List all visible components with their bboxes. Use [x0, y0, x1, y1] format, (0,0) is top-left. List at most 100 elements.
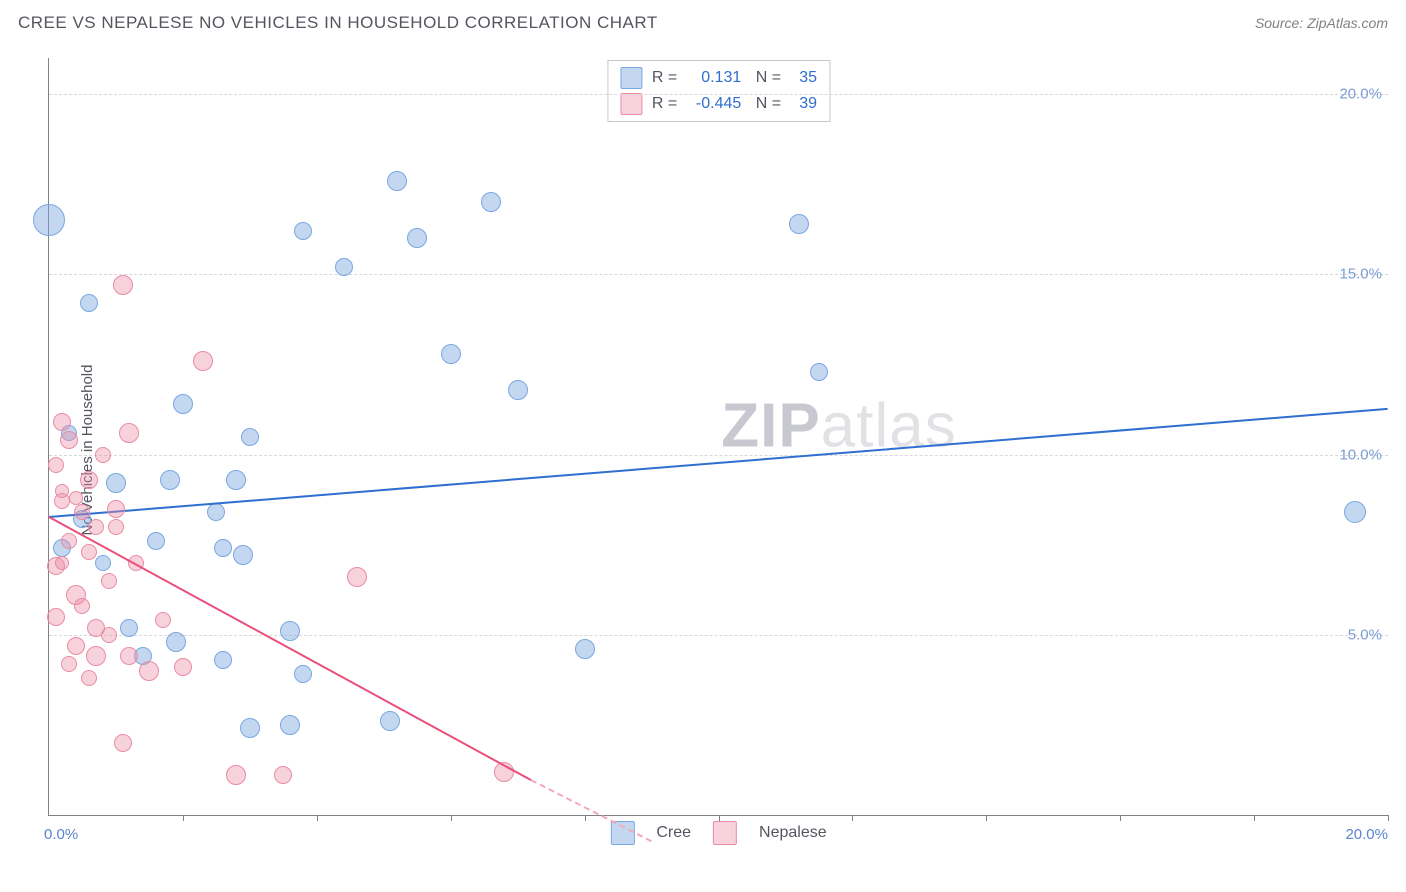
data-point: [86, 646, 106, 666]
x-tick: [986, 815, 987, 821]
data-point: [226, 765, 246, 785]
data-point: [80, 471, 98, 489]
data-point: [241, 428, 259, 446]
gridline: [49, 635, 1388, 636]
chart-header: CREE VS NEPALESE NO VEHICLES IN HOUSEHOL…: [0, 0, 1406, 46]
chart-wrap: No Vehicles in Household ZIPatlas R = 0.…: [0, 46, 1406, 854]
nepalese-swatch-icon: [713, 821, 737, 845]
data-point: [294, 665, 312, 683]
data-point: [33, 204, 65, 236]
data-point: [67, 637, 85, 655]
data-point: [53, 413, 71, 431]
data-point: [101, 627, 117, 643]
y-tick-label: 5.0%: [1348, 626, 1382, 643]
data-point: [335, 258, 353, 276]
data-point: [119, 423, 139, 443]
data-point: [108, 519, 124, 535]
data-point: [166, 632, 186, 652]
data-point: [508, 380, 528, 400]
series-legend: Cree Nepalese: [610, 821, 826, 845]
data-point: [226, 470, 246, 490]
x-tick: [317, 815, 318, 821]
data-point: [55, 484, 69, 498]
data-point: [47, 608, 65, 626]
data-point: [95, 555, 111, 571]
n-value-nepalese: 39: [791, 95, 817, 113]
data-point: [173, 394, 193, 414]
data-point: [280, 621, 300, 641]
data-point: [120, 647, 138, 665]
data-point: [214, 539, 232, 557]
data-point: [280, 715, 300, 735]
data-point: [74, 598, 90, 614]
gridline: [49, 94, 1388, 95]
data-point: [107, 500, 125, 518]
data-point: [441, 344, 461, 364]
data-point: [174, 658, 192, 676]
data-point: [214, 651, 232, 669]
r-label: R =: [652, 95, 677, 113]
source-label: Source: ZipAtlas.com: [1255, 15, 1388, 31]
data-point: [810, 363, 828, 381]
data-point: [113, 275, 133, 295]
data-point: [274, 766, 292, 784]
y-tick-label: 10.0%: [1339, 446, 1382, 463]
data-point: [74, 504, 90, 520]
x-tick: [1388, 815, 1389, 821]
r-value-nepalese: -0.445: [687, 95, 741, 113]
data-point: [207, 503, 225, 521]
data-point: [160, 470, 180, 490]
data-point: [61, 656, 77, 672]
x-tick: [1120, 815, 1121, 821]
n-value-cree: 35: [791, 69, 817, 87]
trend-line: [531, 779, 652, 842]
data-point: [481, 192, 501, 212]
data-point: [347, 567, 367, 587]
data-point: [48, 457, 64, 473]
data-point: [233, 545, 253, 565]
y-tick-label: 15.0%: [1339, 266, 1382, 283]
y-tick-label: 20.0%: [1339, 86, 1382, 103]
n-label: N =: [751, 95, 781, 113]
x-tick: [719, 815, 720, 821]
data-point: [789, 214, 809, 234]
correlation-stats-box: R = 0.131 N = 35 R = -0.445 N = 39: [607, 60, 830, 122]
data-point: [387, 171, 407, 191]
data-point: [106, 473, 126, 493]
r-value-cree: 0.131: [687, 69, 741, 87]
data-point: [81, 670, 97, 686]
data-point: [81, 544, 97, 560]
data-point: [120, 619, 138, 637]
plot-area: ZIPatlas R = 0.131 N = 35 R = -0.445 N =…: [48, 58, 1388, 816]
r-label: R =: [652, 69, 677, 87]
nepalese-swatch-icon: [620, 93, 642, 115]
data-point: [95, 447, 111, 463]
x-tick: [183, 815, 184, 821]
n-label: N =: [751, 69, 781, 87]
data-point: [80, 294, 98, 312]
watermark: ZIPatlas: [721, 390, 956, 461]
data-point: [147, 532, 165, 550]
data-point: [193, 351, 213, 371]
x-start-label: 0.0%: [44, 826, 78, 843]
data-point: [294, 222, 312, 240]
data-point: [114, 734, 132, 752]
data-point: [407, 228, 427, 248]
data-point: [240, 718, 260, 738]
x-tick: [451, 815, 452, 821]
watermark-bold: ZIP: [721, 391, 820, 460]
data-point: [139, 661, 159, 681]
legend-label-cree: Cree: [656, 824, 691, 842]
data-point: [101, 573, 117, 589]
data-point: [60, 431, 78, 449]
trend-line: [49, 408, 1388, 518]
x-end-label: 20.0%: [1345, 826, 1388, 843]
data-point: [88, 519, 104, 535]
gridline: [49, 455, 1388, 456]
data-point: [1344, 501, 1366, 523]
chart-title: CREE VS NEPALESE NO VEHICLES IN HOUSEHOL…: [18, 13, 658, 33]
data-point: [380, 711, 400, 731]
data-point: [61, 533, 77, 549]
x-tick: [852, 815, 853, 821]
x-tick: [585, 815, 586, 821]
